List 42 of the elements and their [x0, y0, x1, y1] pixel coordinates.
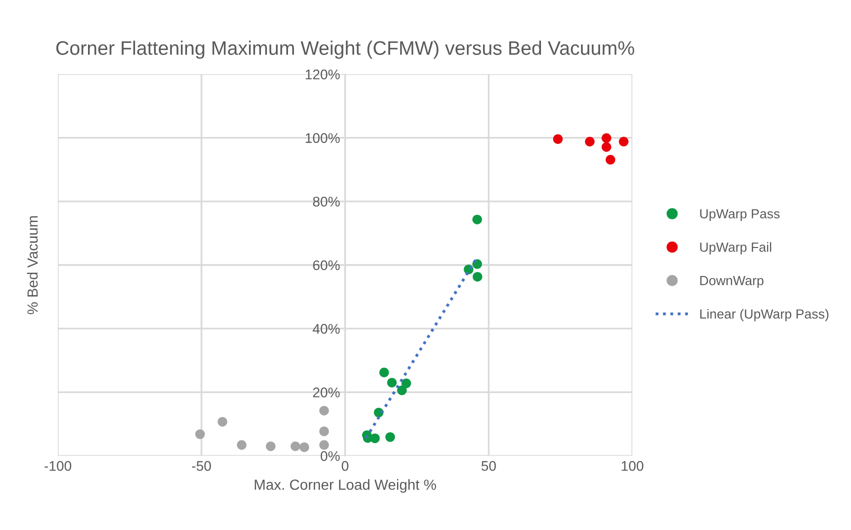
point: [319, 406, 329, 416]
legend-label: UpWarp Pass: [700, 209, 780, 222]
point: [370, 434, 380, 444]
x-tick-label: 100: [622, 461, 644, 471]
point: [606, 154, 616, 165]
point: [602, 142, 612, 152]
point: [385, 432, 395, 442]
y-axis-title: % Bed Vacuum: [27, 216, 38, 314]
y-tick-label: 100%: [306, 133, 340, 143]
point: [266, 441, 276, 452]
point: [584, 136, 595, 146]
y-tick-label: 60%: [313, 260, 340, 270]
y-tick-label: 80%: [313, 196, 340, 207]
point: [319, 440, 329, 450]
point: [299, 442, 310, 452]
legend-label: Linear (UpWarp Pass): [700, 308, 828, 322]
x-tick-label: 50: [482, 461, 496, 471]
point: [387, 378, 397, 388]
x-tick-label: 0: [342, 461, 348, 471]
y-tick-label: 20%: [313, 388, 340, 398]
point: [218, 416, 228, 427]
chart-title: Corner Flattening Maximum Weight (CFMW) versus Bed Vacuum%: [56, 40, 634, 59]
point: [618, 136, 628, 146]
legend-label: DownWarp: [700, 276, 764, 288]
point: [602, 133, 612, 143]
x-axis-title: Max. Corner Load Weight %: [254, 479, 436, 493]
legend-label: UpWarp Fail: [700, 242, 772, 254]
point: [195, 429, 205, 439]
point: [379, 368, 389, 378]
y-tick-label: 0%: [320, 451, 340, 461]
point: [553, 134, 563, 144]
point: [472, 272, 482, 282]
point: [401, 378, 412, 388]
y-tick-label: 120%: [306, 70, 340, 80]
point: [472, 214, 482, 224]
x-tick-label: -100: [44, 461, 72, 471]
point: [319, 426, 329, 436]
point: [397, 385, 407, 396]
point: [290, 441, 300, 452]
x-tick-label: -50: [192, 461, 211, 471]
point: [236, 440, 246, 450]
y-tick-label: 40%: [312, 324, 340, 334]
